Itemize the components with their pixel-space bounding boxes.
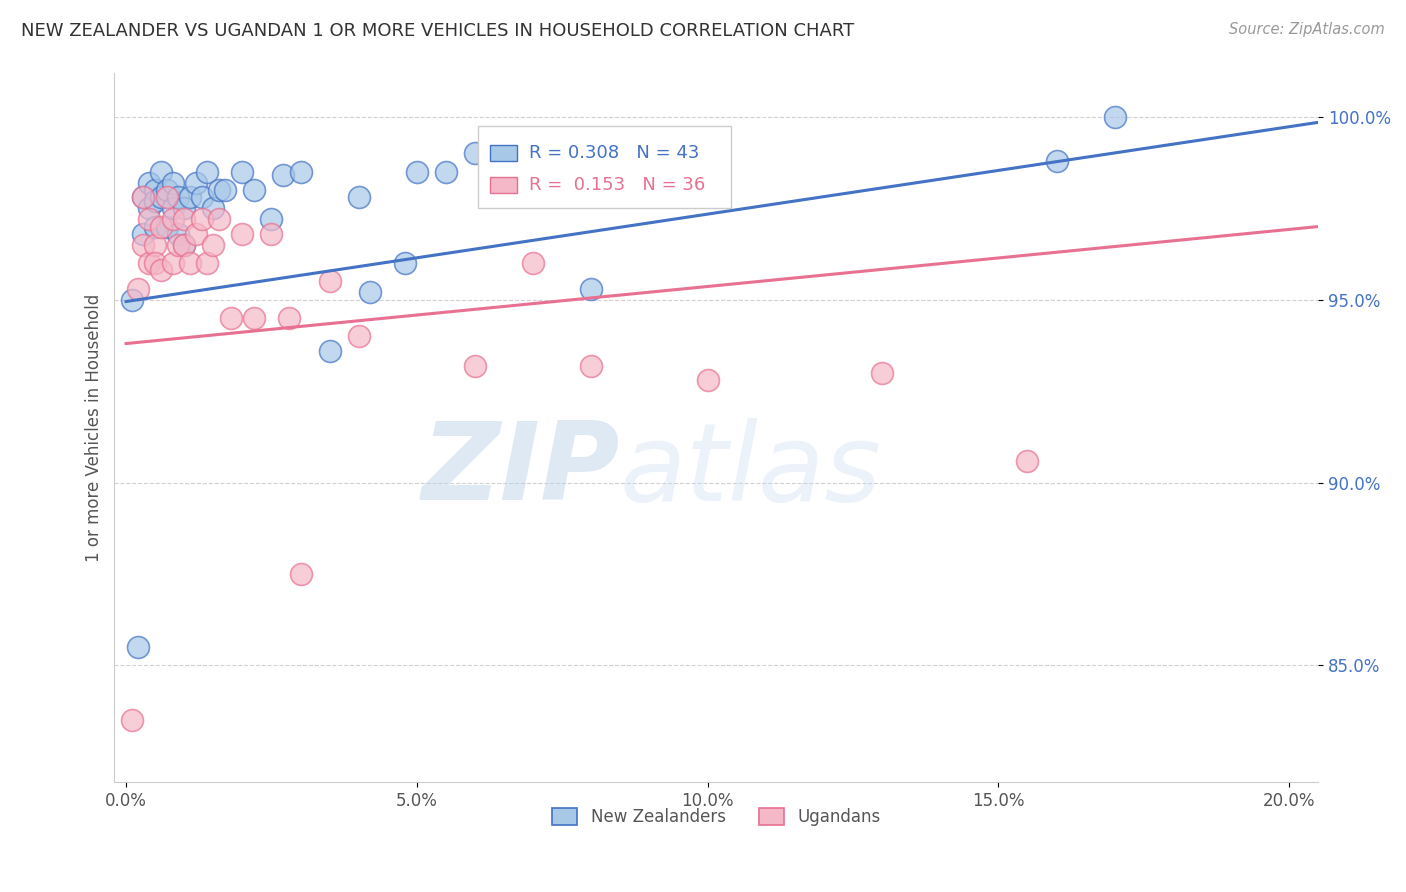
Point [290, 566, 312, 581]
Point [359, 285, 381, 300]
FancyBboxPatch shape [491, 178, 516, 193]
Point [179, 190, 201, 204]
Point [464, 146, 486, 161]
Point [173, 237, 195, 252]
Point [318, 343, 340, 358]
Point [162, 176, 184, 190]
Point [1017, 453, 1039, 467]
Point [149, 164, 172, 178]
Point [271, 169, 294, 183]
Point [173, 212, 195, 227]
Point [464, 359, 486, 373]
Point [143, 219, 166, 234]
Point [138, 176, 160, 190]
Text: NEW ZEALANDER VS UGANDAN 1 OR MORE VEHICLES IN HOUSEHOLD CORRELATION CHART: NEW ZEALANDER VS UGANDAN 1 OR MORE VEHIC… [21, 22, 855, 40]
Point [167, 237, 190, 252]
Point [179, 256, 201, 270]
Point [121, 293, 143, 307]
Y-axis label: 1 or more Vehicles in Household: 1 or more Vehicles in Household [86, 293, 103, 562]
Point [167, 190, 190, 204]
Text: R =  0.153   N = 36: R = 0.153 N = 36 [529, 176, 704, 194]
Point [143, 183, 166, 197]
Point [318, 274, 340, 288]
Point [347, 190, 370, 204]
Point [138, 201, 160, 215]
Point [156, 219, 179, 234]
Point [162, 256, 184, 270]
Point [143, 237, 166, 252]
Point [522, 164, 544, 178]
Point [208, 212, 231, 227]
Point [243, 310, 266, 325]
Point [202, 201, 225, 215]
Point [143, 256, 166, 270]
Point [162, 212, 184, 227]
Point [138, 256, 160, 270]
Point [190, 212, 212, 227]
Point [1104, 110, 1126, 124]
Point [394, 256, 416, 270]
Point [202, 237, 225, 252]
Point [127, 282, 149, 296]
Point [132, 190, 155, 204]
Point [173, 237, 195, 252]
Point [522, 256, 544, 270]
Point [162, 201, 184, 215]
Point [208, 183, 231, 197]
Point [184, 227, 207, 241]
Point [696, 373, 718, 387]
Point [143, 194, 166, 208]
Point [156, 183, 179, 197]
Point [494, 164, 516, 178]
Text: Source: ZipAtlas.com: Source: ZipAtlas.com [1229, 22, 1385, 37]
Point [173, 201, 195, 215]
Point [277, 310, 299, 325]
Point [347, 329, 370, 343]
Point [231, 164, 253, 178]
Point [290, 164, 312, 178]
Legend: New Zealanders, Ugandans: New Zealanders, Ugandans [544, 799, 889, 834]
Point [231, 227, 253, 241]
FancyBboxPatch shape [478, 126, 731, 208]
Point [167, 227, 190, 241]
Point [260, 212, 283, 227]
Point [581, 359, 603, 373]
FancyBboxPatch shape [491, 145, 516, 161]
Point [405, 164, 427, 178]
Point [197, 164, 219, 178]
Point [214, 183, 236, 197]
Point [243, 183, 266, 197]
Point [149, 219, 172, 234]
Point [156, 190, 179, 204]
Point [581, 282, 603, 296]
Point [434, 164, 457, 178]
Point [1045, 153, 1067, 168]
Point [219, 310, 242, 325]
Point [260, 227, 283, 241]
Point [149, 190, 172, 204]
Text: ZIP: ZIP [422, 417, 620, 524]
Point [149, 263, 172, 277]
Point [132, 190, 155, 204]
Point [138, 212, 160, 227]
Point [197, 256, 219, 270]
Point [184, 176, 207, 190]
Point [190, 190, 212, 204]
Text: atlas: atlas [620, 417, 882, 523]
Point [121, 713, 143, 727]
Point [870, 366, 893, 380]
Text: R = 0.308   N = 43: R = 0.308 N = 43 [529, 145, 699, 162]
Point [132, 237, 155, 252]
Point [127, 640, 149, 654]
Point [132, 227, 155, 241]
